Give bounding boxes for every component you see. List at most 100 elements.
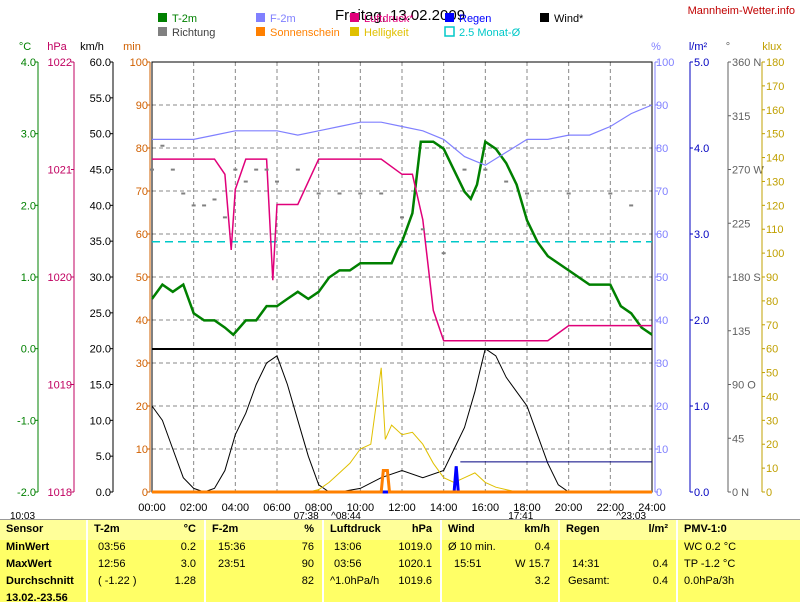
legend-swatch bbox=[445, 13, 454, 22]
stats-time: 23:51 bbox=[218, 558, 246, 570]
stats-header: PMV-1:0 bbox=[684, 523, 727, 535]
direction-point bbox=[233, 168, 238, 171]
stats-panel: Sensor MinWert MaxWert Durchschnitt 13.0… bbox=[0, 519, 800, 604]
kmh-tick-label: 50.0 bbox=[90, 129, 111, 141]
stats-time: 15:36 bbox=[218, 541, 246, 553]
stats-value: 90 bbox=[301, 558, 314, 570]
legend-label: Richtung bbox=[172, 27, 215, 39]
klux-tick-label: 10 bbox=[766, 463, 778, 475]
klux-tick-label: 150 bbox=[766, 129, 784, 141]
stats-value: 82 bbox=[301, 575, 314, 587]
direction-point bbox=[275, 180, 279, 183]
deg-tick-label: 270 W bbox=[732, 165, 764, 177]
pct-tick-label: 50 bbox=[656, 272, 668, 284]
direction-point bbox=[254, 168, 259, 171]
klux-tick-label: 120 bbox=[766, 200, 784, 212]
klux-tick-label: 130 bbox=[766, 176, 784, 188]
series-sonnenschein-line bbox=[152, 469, 652, 494]
chart-title: Freitag, 13.02.2009 bbox=[335, 7, 465, 24]
direction-point bbox=[202, 204, 207, 207]
direction-point bbox=[441, 252, 446, 255]
stats-row-label: MaxWert bbox=[6, 558, 52, 570]
kmh-tick-label: 35.0 bbox=[90, 236, 111, 248]
deg-tick-label: 45 bbox=[732, 433, 744, 445]
stats-time: ^1.0hPa/h bbox=[330, 575, 380, 587]
x-tick-label: 12:00 bbox=[388, 502, 416, 514]
pct-tick-label: 90 bbox=[656, 100, 668, 112]
stats-header: Wind bbox=[448, 523, 475, 535]
legend-label: Sonnenschein bbox=[270, 27, 340, 39]
legend-swatch bbox=[256, 13, 265, 22]
klux-tick-label: 140 bbox=[766, 153, 784, 165]
legend-swatch bbox=[350, 13, 359, 22]
stats-unit: km/h bbox=[524, 523, 550, 535]
stats-value: 1020.1 bbox=[398, 558, 432, 570]
rain-unit-label: l/m² bbox=[689, 41, 708, 53]
legend-label: F-2m bbox=[270, 13, 296, 25]
min-tick-label: 50 bbox=[136, 272, 148, 284]
kmh-tick-label: 55.0 bbox=[90, 93, 111, 105]
pct-tick-label: 70 bbox=[656, 186, 668, 198]
direction-point bbox=[212, 198, 217, 201]
legend-label: Helligkeit bbox=[364, 27, 409, 39]
weather-chart: Freitag, 13.02.2009 Mannheim-Wetter.info… bbox=[10, 5, 795, 520]
sun-noon-label: ^08:44 bbox=[331, 511, 361, 520]
kmh-tick-label: 40.0 bbox=[90, 200, 111, 212]
klux-tick-label: 0 bbox=[766, 487, 772, 499]
stats-row-label: 13.02.-23.56 bbox=[6, 592, 68, 604]
direction-point bbox=[358, 192, 363, 195]
min-tick-label: 20 bbox=[136, 401, 148, 413]
pct-tick-label: 40 bbox=[656, 315, 668, 327]
kmh-tick-label: 0.0 bbox=[96, 487, 111, 499]
plot-area bbox=[150, 61, 653, 494]
hpa-tick-label: 1019 bbox=[48, 380, 72, 392]
temp-unit-label: °C bbox=[19, 41, 31, 53]
stats-value: 0.4 bbox=[534, 541, 550, 553]
hpa-unit-label: hPa bbox=[47, 41, 67, 53]
klux-tick-label: 70 bbox=[766, 320, 778, 332]
stats-header: Regen bbox=[566, 523, 600, 535]
direction-point bbox=[483, 168, 488, 171]
temp-tick-label: 4.0 bbox=[21, 57, 36, 69]
klux-tick-label: 40 bbox=[766, 391, 778, 403]
stats-row-label: Durchschnitt bbox=[6, 575, 74, 587]
x-tick-label: 22:00 bbox=[597, 502, 625, 514]
pct-tick-label: 100 bbox=[656, 57, 674, 69]
stats-header: Sensor bbox=[6, 523, 44, 535]
stats-pmv: PMV-1:0 WC 0.2 °C TP -1.2 °C 0.0hPa/3h bbox=[678, 520, 800, 602]
direction-point bbox=[316, 192, 321, 195]
stats-t2m: T-2m °C 03:56 0.2 12:56 3.0 ( -1.22 ) 1.… bbox=[88, 520, 206, 602]
legend: T-2m Richtung F-2m Sonnenschein Luftdruck* He… bbox=[158, 13, 584, 39]
legend-swatch bbox=[350, 27, 359, 36]
direction-point bbox=[379, 192, 384, 195]
rain-tick-label: 2.0 bbox=[694, 315, 709, 327]
klux-unit-label: klux bbox=[762, 41, 782, 53]
stats-regen: Regen l/m² 14:31 0.4 Gesamt: 0.4 bbox=[560, 520, 678, 602]
direction-point bbox=[243, 180, 248, 183]
direction-point bbox=[629, 204, 634, 207]
deg-tick-label: 225 bbox=[732, 218, 750, 230]
stats-header: T-2m bbox=[94, 523, 120, 535]
temp-tick-label: 2.0 bbox=[21, 200, 36, 212]
pct-tick-label: 30 bbox=[656, 358, 668, 370]
legend-label: Wind* bbox=[554, 13, 584, 25]
stats-time: 03:56 bbox=[98, 541, 126, 553]
stats-sensor: Sensor MinWert MaxWert Durchschnitt 13.0… bbox=[0, 520, 88, 604]
stats-unit: l/m² bbox=[648, 523, 668, 535]
deg-tick-label: 90 O bbox=[732, 380, 756, 392]
legend-swatch bbox=[158, 27, 167, 36]
stats-time: Gesamt: bbox=[568, 575, 610, 587]
x-tick-label: 14:00 bbox=[430, 502, 458, 514]
stats-value: WC 0.2 °C bbox=[684, 541, 737, 553]
direction-point bbox=[170, 168, 175, 171]
stats-header: Luftdruck bbox=[330, 523, 381, 535]
direction-point bbox=[181, 192, 186, 195]
temp-tick-label: 1.0 bbox=[21, 272, 36, 284]
klux-tick-label: 50 bbox=[766, 368, 778, 380]
stats-value: 0.0hPa/3h bbox=[684, 575, 735, 587]
kmh-tick-label: 20.0 bbox=[90, 344, 111, 356]
x-tick-label: 16:00 bbox=[472, 502, 500, 514]
deg-tick-label: 135 bbox=[732, 326, 750, 338]
stats-value: W 15.7 bbox=[515, 558, 550, 570]
legend-swatch bbox=[256, 27, 265, 36]
